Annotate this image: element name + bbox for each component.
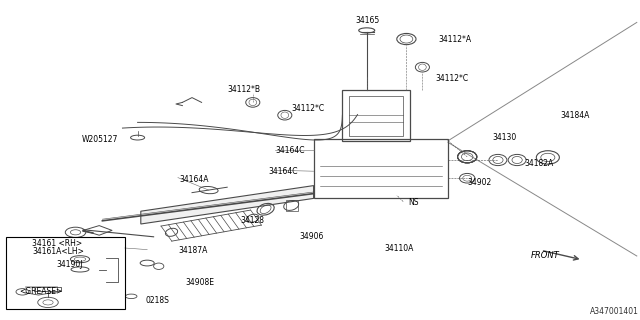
Text: W205127: W205127 <box>82 135 118 144</box>
Text: 34112*A: 34112*A <box>438 36 472 44</box>
Text: 34908E: 34908E <box>186 278 214 287</box>
Text: 0218S: 0218S <box>146 296 170 305</box>
Text: 34902: 34902 <box>467 178 492 187</box>
Text: 34164A: 34164A <box>179 175 209 184</box>
Text: 34161 <RH>: 34161 <RH> <box>32 239 82 248</box>
Text: 34906: 34906 <box>300 232 324 241</box>
Text: 34190J: 34190J <box>56 260 83 269</box>
Text: 34112*B: 34112*B <box>227 85 260 94</box>
Text: 34110A: 34110A <box>384 244 413 253</box>
Text: 34187A: 34187A <box>178 246 207 255</box>
Text: 34161A<LH>: 34161A<LH> <box>32 247 84 256</box>
Text: 34130: 34130 <box>493 133 517 142</box>
Text: 34128: 34128 <box>240 216 264 225</box>
Text: NS: NS <box>408 198 419 207</box>
Text: 34112*C: 34112*C <box>291 104 324 113</box>
Text: 34165: 34165 <box>355 16 380 25</box>
Text: 34184A: 34184A <box>560 111 589 120</box>
Text: 34164C: 34164C <box>275 146 305 155</box>
Text: FRONT: FRONT <box>531 252 560 260</box>
Text: 34182A: 34182A <box>525 159 554 168</box>
Text: 34112*C: 34112*C <box>435 74 468 83</box>
Polygon shape <box>141 186 314 224</box>
Text: <GREASE>: <GREASE> <box>19 287 63 296</box>
Text: A347001401: A347001401 <box>590 307 639 316</box>
Text: 34164C: 34164C <box>269 167 298 176</box>
